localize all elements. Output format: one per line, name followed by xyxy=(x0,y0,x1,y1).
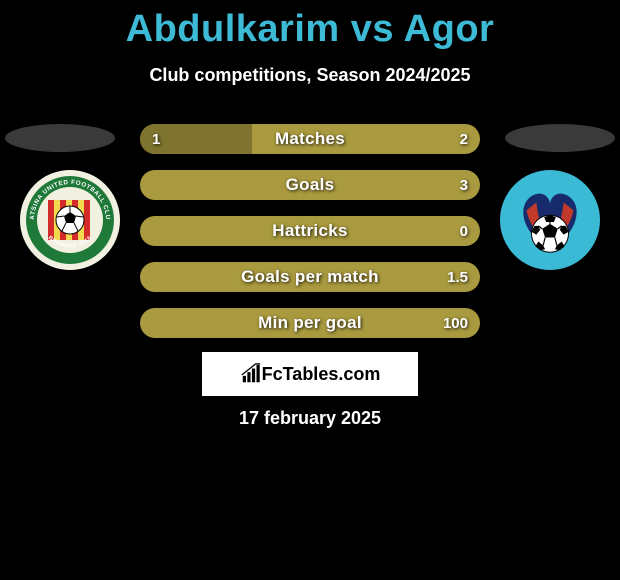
bar-value-right: 1.5 xyxy=(435,262,480,292)
bar-value-right: 0 xyxy=(448,216,480,246)
stat-bars: 1 Matches 2 Goals 3 Hattricks 0 Goals pe… xyxy=(140,124,480,354)
stat-bar-min-per-goal: Min per goal 100 xyxy=(140,308,480,338)
club-crest-left-svg: KATSINA UNITED FOOTBALL CLUB BRANDED 201… xyxy=(20,170,120,270)
subtitle: Club competitions, Season 2024/2025 xyxy=(0,65,620,86)
stat-bar-goals-per-match: Goals per match 1.5 xyxy=(140,262,480,292)
date-text: 17 february 2025 xyxy=(0,408,620,429)
bar-value-right: 100 xyxy=(431,308,480,338)
page-title: Abdulkarim vs Agor xyxy=(0,0,620,51)
bar-label: Goals xyxy=(140,170,480,200)
brand-box-inner: FcTables.com xyxy=(204,354,416,394)
stat-bar-matches: 1 Matches 2 xyxy=(140,124,480,154)
bar-label: Hattricks xyxy=(140,216,480,246)
club-crest-left: KATSINA UNITED FOOTBALL CLUB BRANDED 201… xyxy=(20,170,120,270)
bar-label: Min per goal xyxy=(140,308,480,338)
bar-value-right: 2 xyxy=(448,124,480,154)
brand-text: FcTables.com xyxy=(262,364,381,385)
bar-label: Matches xyxy=(140,124,480,154)
player-shadow-left xyxy=(5,124,115,152)
bar-value-right: 3 xyxy=(448,170,480,200)
bar-chart-icon xyxy=(240,363,262,385)
stat-bar-hattricks: Hattricks 0 xyxy=(140,216,480,246)
stat-bar-goals: Goals 3 xyxy=(140,170,480,200)
brand-box[interactable]: FcTables.com xyxy=(202,352,418,396)
club-crest-right xyxy=(500,170,600,270)
bar-label: Goals per match xyxy=(140,262,480,292)
club-crest-right-svg xyxy=(511,181,589,259)
player-shadow-right xyxy=(505,124,615,152)
